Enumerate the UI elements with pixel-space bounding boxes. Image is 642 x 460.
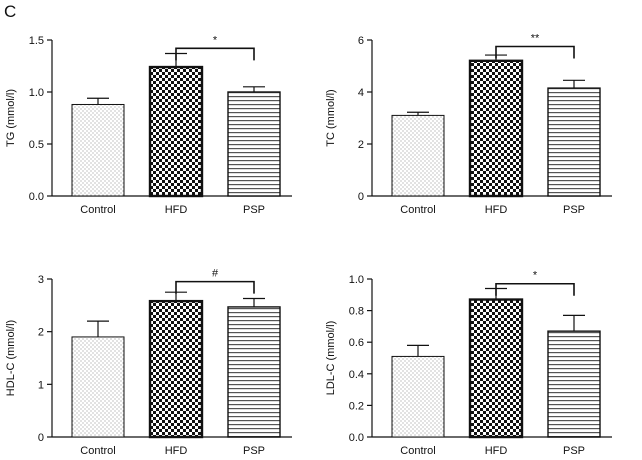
significance-bracket xyxy=(495,282,575,296)
y-tick-label: 0.0 xyxy=(29,191,44,203)
y-axis-title: TC (mmol/l) xyxy=(325,89,337,146)
x-tick-label: HFD xyxy=(485,204,508,216)
significance-bracket xyxy=(495,45,575,59)
significance-bracket xyxy=(175,280,255,294)
bar-psp xyxy=(547,87,601,197)
y-tick-label: 0.4 xyxy=(349,369,364,381)
x-tick-label: HFD xyxy=(165,204,188,216)
significance-label: * xyxy=(533,270,538,282)
x-tick-label: HFD xyxy=(165,445,188,457)
chart-panel-1: 0.0 0.5 1.0 1.5 TG (mmol/l) Control HFD PSP * xyxy=(5,34,292,216)
bar-hfd xyxy=(468,59,524,198)
bar-control xyxy=(71,103,125,197)
bar-control xyxy=(391,114,445,197)
y-tick-label: 1.5 xyxy=(29,35,44,47)
y-tick-label: 6 xyxy=(358,35,364,47)
y-tick-label: 0.6 xyxy=(349,337,364,349)
x-tick-label: Control xyxy=(80,204,115,216)
panel-letter: C xyxy=(4,2,17,21)
bar-psp xyxy=(547,330,601,438)
y-tick-label: 4 xyxy=(358,87,364,99)
bar-hfd xyxy=(148,299,204,439)
bar-hfd xyxy=(468,298,524,439)
x-tick-label: PSP xyxy=(563,204,585,216)
y-tick-label: 0 xyxy=(38,432,44,444)
y-tick-label: 0.5 xyxy=(29,139,44,151)
x-tick-label: Control xyxy=(400,204,435,216)
significance-label: # xyxy=(212,268,219,280)
y-axis-title: TG (mmol/l) xyxy=(5,89,17,147)
significance-bracket xyxy=(175,47,255,61)
y-tick-label: 0.0 xyxy=(349,432,364,444)
x-tick-label: Control xyxy=(400,445,435,457)
x-tick-label: PSP xyxy=(243,445,265,457)
y-axis-title: HDL-C (mmol/l) xyxy=(5,320,17,396)
y-tick-label: 0 xyxy=(358,191,364,203)
y-tick-label: 0.2 xyxy=(349,400,364,412)
chart-panel-4: 0.0 0.2 0.4 0.6 0.8 1.0 LDL-C (mmol/l) Control H… xyxy=(325,270,612,457)
y-tick-label: 3 xyxy=(38,274,44,286)
y-tick-label: 2 xyxy=(358,139,364,151)
x-tick-label: PSP xyxy=(563,445,585,457)
y-tick-label: 1.0 xyxy=(349,274,364,286)
x-tick-label: HFD xyxy=(485,445,508,457)
bar-hfd xyxy=(148,65,204,198)
significance-label: ** xyxy=(531,33,540,45)
chart-panel-2: 0 2 4 6 TC (mmol/l) Control HFD PSP ** xyxy=(325,33,612,216)
y-tick-label: 1.0 xyxy=(29,87,44,99)
x-tick-label: PSP xyxy=(243,204,265,216)
bar-psp xyxy=(227,91,281,197)
significance-label: * xyxy=(213,34,218,46)
chart-panel-3: 0 1 2 3 HDL-C (mmol/l) Control HFD PSP # xyxy=(5,268,292,457)
bar-control xyxy=(71,336,125,438)
y-tick-label: 0.8 xyxy=(349,306,364,318)
bar-psp xyxy=(227,306,281,438)
y-axis-title: LDL-C (mmol/l) xyxy=(325,321,337,396)
y-tick-label: 1 xyxy=(38,379,44,391)
y-tick-label: 2 xyxy=(38,327,44,339)
bar-control xyxy=(391,355,445,438)
x-tick-label: Control xyxy=(80,445,115,457)
